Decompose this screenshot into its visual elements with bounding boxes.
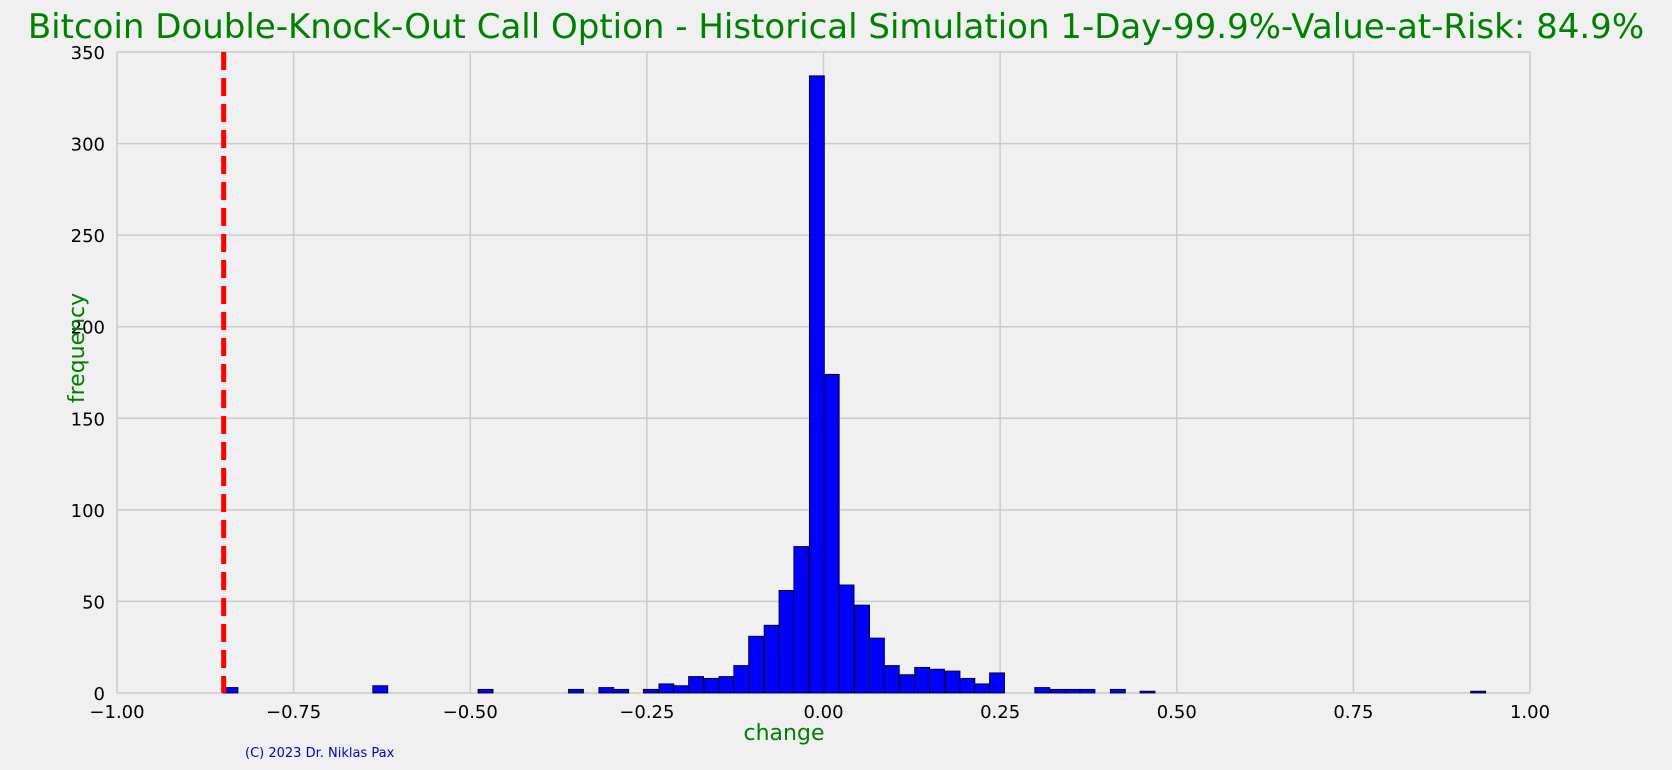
histogram-bar xyxy=(1079,688,1096,694)
y-tick-label: 300 xyxy=(71,135,105,156)
histogram-bar xyxy=(733,665,750,694)
histogram-bar xyxy=(658,683,675,694)
x-tick-label: 1.00 xyxy=(1510,702,1550,723)
histogram-bar xyxy=(974,683,991,694)
x-axis-ticks: −1.00 −0.75 −0.50 −0.25 0.00 0.25 0.50 0.75 1.00 xyxy=(89,702,1550,723)
x-tick-label: 0.00 xyxy=(803,702,843,723)
y-tick-label: 50 xyxy=(82,592,105,613)
histogram-bar xyxy=(914,666,931,694)
y-tick-label: 250 xyxy=(71,226,105,247)
histogram-bar xyxy=(989,672,1005,694)
y-axis-label: frequency xyxy=(65,293,90,403)
histogram-bar xyxy=(642,688,659,694)
histogram-bar xyxy=(929,668,945,694)
x-axis-label: change xyxy=(744,721,825,746)
histogram-bar xyxy=(959,677,976,694)
histogram-bar xyxy=(688,676,704,694)
x-tick-label: 0.75 xyxy=(1333,702,1373,723)
histogram-bar xyxy=(1034,687,1051,694)
histogram-bar xyxy=(1139,690,1156,694)
histogram-bar xyxy=(763,624,780,694)
histogram-bar xyxy=(838,584,855,694)
histogram-bar xyxy=(1109,688,1126,694)
histogram-bar xyxy=(613,688,630,694)
x-tick-label: −0.50 xyxy=(443,702,498,723)
histogram-bar xyxy=(673,685,690,694)
histogram-bar xyxy=(854,604,870,694)
histogram-bar xyxy=(372,685,389,694)
histogram-bar xyxy=(703,677,720,694)
copyright-text: (C) 2023 Dr. Niklas Pax xyxy=(245,746,395,761)
x-tick-label: −0.75 xyxy=(266,702,321,723)
histogram-bar xyxy=(869,637,885,694)
y-tick-label: 350 xyxy=(71,43,105,64)
histogram-bar xyxy=(899,674,916,694)
histogram-bars xyxy=(222,75,1487,694)
histogram-bar xyxy=(778,590,795,694)
y-tick-label: 200 xyxy=(71,318,105,339)
chart-title: Bitcoin Double-Knock-Out Call Option - H… xyxy=(28,7,1644,47)
x-tick-label: −1.00 xyxy=(89,702,144,723)
y-tick-label: 100 xyxy=(71,501,105,522)
histogram-bar xyxy=(883,665,900,694)
histogram-bar xyxy=(718,676,735,694)
histogram-bar xyxy=(808,75,825,694)
histogram-bar xyxy=(1470,690,1487,694)
histogram-bar xyxy=(944,670,961,694)
y-tick-label: 150 xyxy=(71,409,105,430)
histogram-bar xyxy=(598,687,615,694)
histogram-bar xyxy=(1064,688,1081,694)
y-tick-label: 0 xyxy=(94,684,105,705)
histogram-bar xyxy=(477,688,494,694)
histogram-bar xyxy=(793,546,810,694)
x-tick-label: −0.25 xyxy=(619,702,674,723)
histogram-bar xyxy=(823,373,840,694)
histogram-bar xyxy=(1049,688,1066,694)
histogram-bar xyxy=(748,635,765,694)
y-axis-ticks: 0 50 100 150 200 250 300 350 xyxy=(71,43,105,705)
x-tick-label: 0.25 xyxy=(980,702,1020,723)
x-tick-label: 0.50 xyxy=(1157,702,1197,723)
histogram-bar xyxy=(568,688,584,694)
